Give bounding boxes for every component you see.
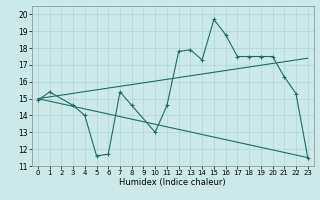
- X-axis label: Humidex (Indice chaleur): Humidex (Indice chaleur): [119, 178, 226, 187]
